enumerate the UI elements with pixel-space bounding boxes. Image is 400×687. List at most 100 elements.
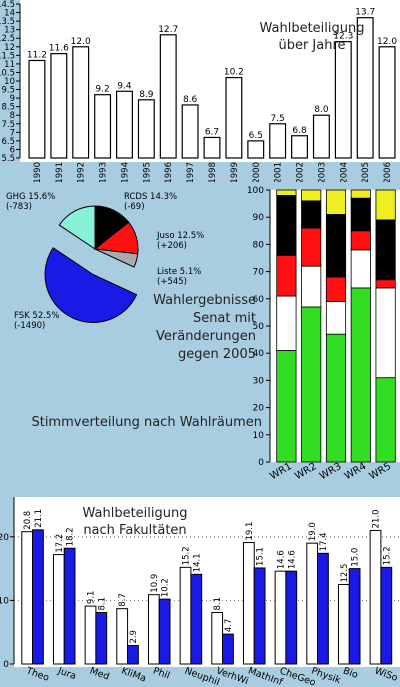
faculty-label: Med: [88, 665, 111, 682]
y-tick-label: 13.5: [0, 17, 15, 27]
y-tick-label: 0: [258, 458, 264, 468]
faculty-value-label: 17.2: [55, 534, 65, 553]
faculty-bar-blue: [285, 570, 298, 665]
pie-change-fsk: (-1490): [14, 321, 45, 331]
year-bar: [291, 135, 309, 159]
vote-segment: [276, 350, 297, 463]
y-tick-label: 12.5: [0, 34, 15, 44]
year-bar: [50, 53, 68, 159]
vote-segment: [301, 306, 322, 463]
year-bar: [247, 140, 265, 159]
faculty-label: Bio: [341, 665, 359, 681]
year-label: 2003: [317, 162, 327, 182]
turnout-faculty-chart: 20.8 21.117.2 18.29.1 8.1 8.72.910.9 10.215.2…: [0, 497, 400, 687]
y-tick-label: 9.5: [1, 86, 15, 96]
vote-segment: [350, 189, 371, 199]
y-tick-label: 6.5: [1, 137, 15, 147]
vote-segment: [375, 279, 396, 289]
y-tick-label: 10: [0, 596, 9, 606]
y-tick-label: 60: [253, 295, 265, 305]
faculty-bar-white: [84, 605, 97, 665]
year-bar: [94, 94, 112, 159]
year-label: 1995: [142, 162, 152, 182]
y-tick-label: 90: [253, 213, 265, 223]
faculty-bar-blue: [127, 645, 139, 665]
turnout-faculty-title-line2: nach Fakultäten: [83, 523, 186, 538]
y-tick-label: 8.5: [1, 103, 15, 113]
faculty-bar-blue: [63, 547, 76, 665]
faculty-bar-blue: [380, 566, 393, 665]
faculty-value-label: 14.1: [192, 553, 202, 572]
y-tick-label: 8: [10, 111, 15, 121]
faculty-label: Phil: [151, 665, 171, 681]
vote-segment: [375, 377, 396, 463]
room-label: WR3: [318, 461, 344, 482]
faculty-value-label: 21.0: [372, 510, 382, 529]
faculty-value-label: 9.1: [87, 591, 97, 605]
faculty-bar-white: [179, 566, 192, 665]
y-tick-label: 11: [4, 60, 15, 70]
faculty-value-label: 8.1: [97, 597, 107, 611]
faculty-bar-white: [116, 608, 129, 665]
year-bar: [28, 59, 46, 159]
year-value-label: 9.4: [117, 81, 132, 91]
pie-change-liste: (+545): [157, 277, 187, 287]
vote-segment: [301, 189, 322, 202]
vote-segment: [375, 189, 396, 221]
year-bar: [115, 90, 133, 159]
faculty-value-label: 19.0: [308, 522, 318, 541]
faculty-bar-blue: [158, 598, 171, 665]
pie-label-liste: Liste 5.1%: [157, 267, 201, 277]
year-value-label: 6.8: [292, 126, 307, 136]
pie-change-juso: (+206): [157, 241, 187, 251]
y-tick-label: 14: [4, 9, 15, 19]
year-label: 2006: [383, 162, 393, 182]
faculty-bar-blue: [95, 611, 108, 665]
year-label: 1990: [33, 162, 43, 182]
faculty-label: VerhWi: [215, 665, 250, 687]
senate-results-pie-chart: GHG 15.6%(-783) RCDS 14.3%(-69) Juso 12.5%…: [6, 192, 204, 331]
vote-segment: [375, 287, 396, 379]
vote-segment: [350, 230, 371, 251]
vote-segment: [276, 254, 297, 297]
vote-segment: [350, 287, 371, 463]
y-tick-label: 10.5: [0, 68, 15, 78]
year-label: 1993: [99, 162, 109, 182]
y-tick-label: 10: [4, 77, 15, 87]
y-tick-label: 70: [253, 268, 265, 278]
pie-label-ghg: GHG 15.6%: [6, 192, 55, 202]
turnout-years-title-line2: über Jahre: [278, 38, 345, 53]
year-bar: [225, 76, 243, 159]
year-label: 2000: [252, 162, 262, 182]
faculty-label: KliMa: [120, 665, 148, 684]
faculty-label: Jura: [56, 665, 78, 682]
faculty-bar-blue: [222, 633, 234, 665]
year-label: 2002: [296, 162, 306, 182]
pie-label-fsk: FSK 52.5%: [14, 311, 59, 321]
faculty-label: Neuphil: [183, 665, 221, 687]
y-tick-label: 40: [253, 349, 265, 359]
year-value-label: 6.7: [205, 127, 219, 137]
year-value-label: 11.2: [27, 50, 47, 60]
y-tick-label: 50: [253, 322, 265, 332]
y-tick-label: 9: [10, 94, 15, 104]
faculty-value-label: 15.2: [382, 546, 392, 565]
year-value-label: 13.7: [355, 8, 375, 18]
faculty-bar-blue: [32, 529, 44, 665]
pie-label-juso: Juso 12.5%: [156, 231, 204, 241]
year-bar: [137, 99, 155, 159]
year-value-label: 6.5: [249, 131, 263, 141]
vote-segment: [325, 301, 347, 335]
year-value-label: 9.2: [95, 85, 109, 95]
faculty-bar-white: [337, 584, 350, 665]
faculty-value-label: 21.1: [34, 509, 44, 528]
faculty-value-label: 4.7: [224, 619, 234, 633]
year-value-label: 12.0: [377, 37, 397, 47]
year-label: 2004: [339, 162, 349, 182]
y-tick-label: 20: [0, 533, 9, 543]
faculty-bar-white: [306, 542, 319, 665]
year-label: 1992: [77, 162, 87, 182]
y-tick-label: 100: [247, 186, 264, 196]
faculty-bar-white: [21, 531, 34, 665]
